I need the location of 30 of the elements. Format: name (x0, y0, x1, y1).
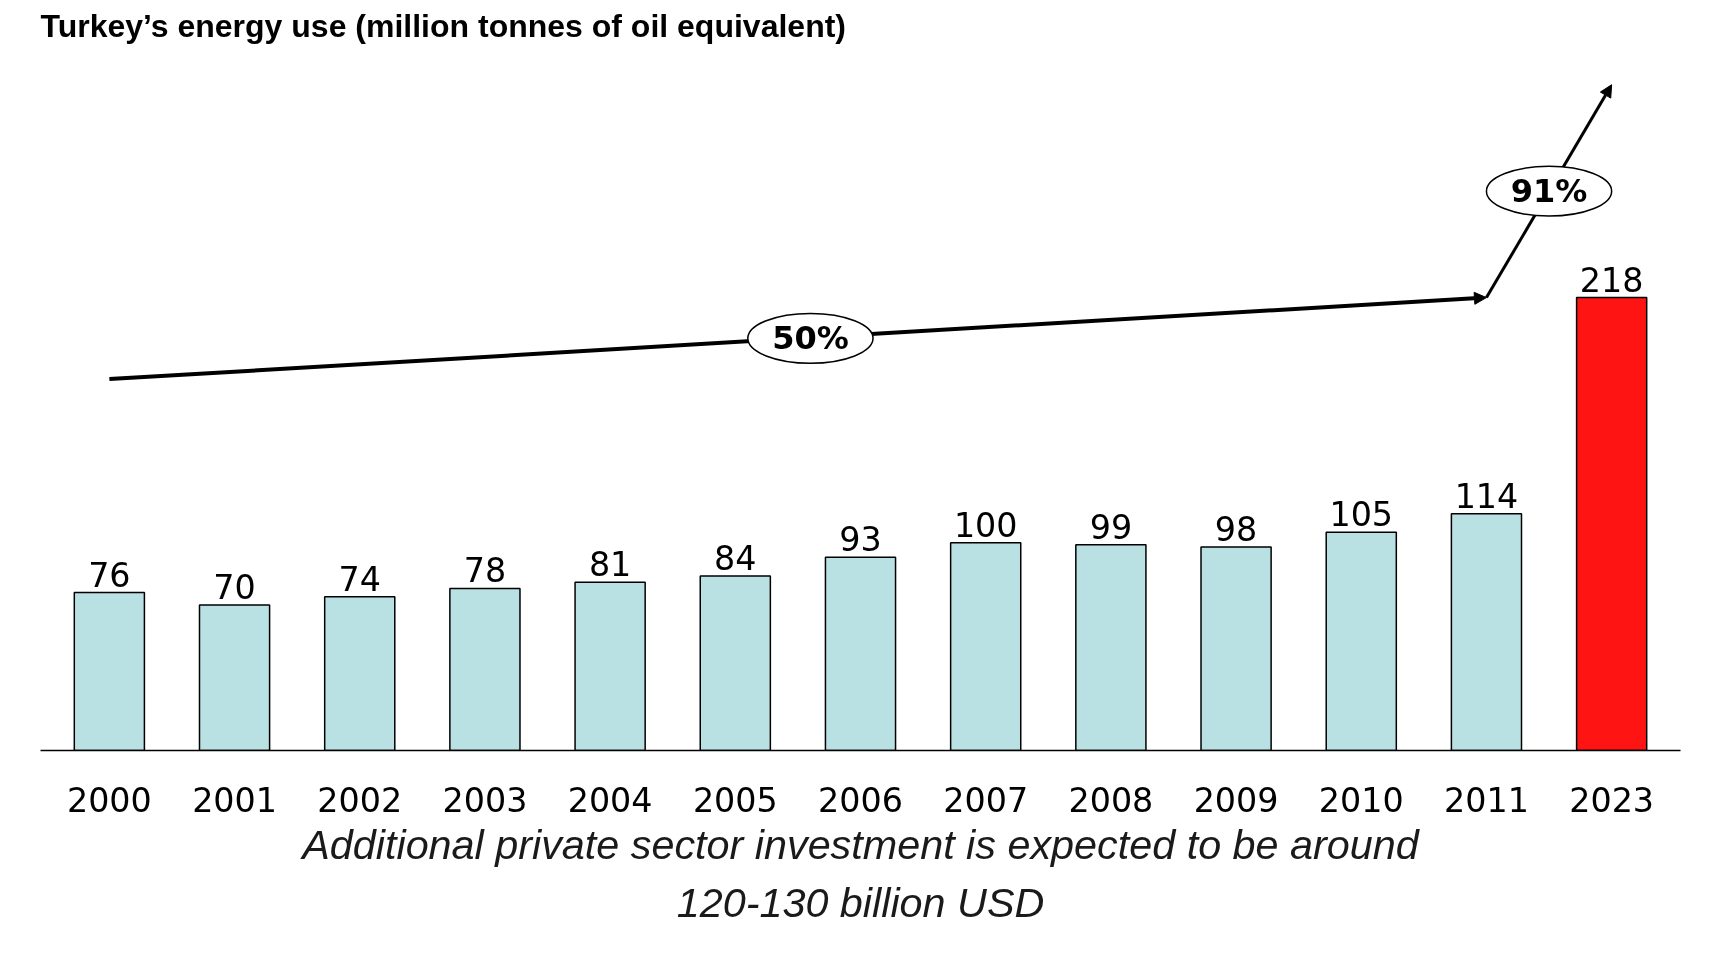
x-tick-label: 2005 (692, 780, 778, 820)
x-tick-label: 2000 (66, 780, 152, 820)
text: 91% (1510, 172, 1588, 211)
x-tick-label: 2009 (1193, 780, 1279, 820)
data-label: 70 (213, 568, 256, 608)
x-tick-label: 2001 (192, 780, 277, 820)
annotation: 50% (772, 319, 849, 358)
data-label: 78 (463, 551, 507, 591)
x-tick-label: 2002 (317, 780, 403, 820)
data-label: 114 (1454, 476, 1519, 516)
data-label: 74 (338, 559, 381, 599)
data-label: 99 (1089, 507, 1133, 547)
text: Additional private sector investment is expected to be around 120-130 billion USD (299, 821, 1421, 926)
x-tick-label: 2006 (818, 780, 903, 820)
x-tick-label: 2023 (1569, 780, 1655, 820)
data-label: 93 (839, 520, 882, 560)
x-tick-label: 2007 (943, 780, 1029, 820)
x-tick-label: 2004 (567, 780, 653, 820)
x-tick-label: 2003 (442, 780, 528, 820)
x-tick-label: 2011 (1444, 780, 1529, 820)
data-label: 218 (1579, 260, 1644, 300)
data-label: 100 (953, 505, 1018, 545)
data-label: 81 (588, 545, 632, 585)
x-tick-label: 2010 (1318, 780, 1404, 820)
data-label: 76 (88, 555, 131, 595)
chart-title: Turkey’s energy use (million tonnes of oil equivalent) (40, 7, 846, 44)
data-label: 84 (714, 538, 757, 578)
data-label: 105 (1329, 495, 1394, 535)
data-label: 98 (1214, 509, 1258, 549)
x-tick-label: 2008 (1068, 780, 1154, 820)
